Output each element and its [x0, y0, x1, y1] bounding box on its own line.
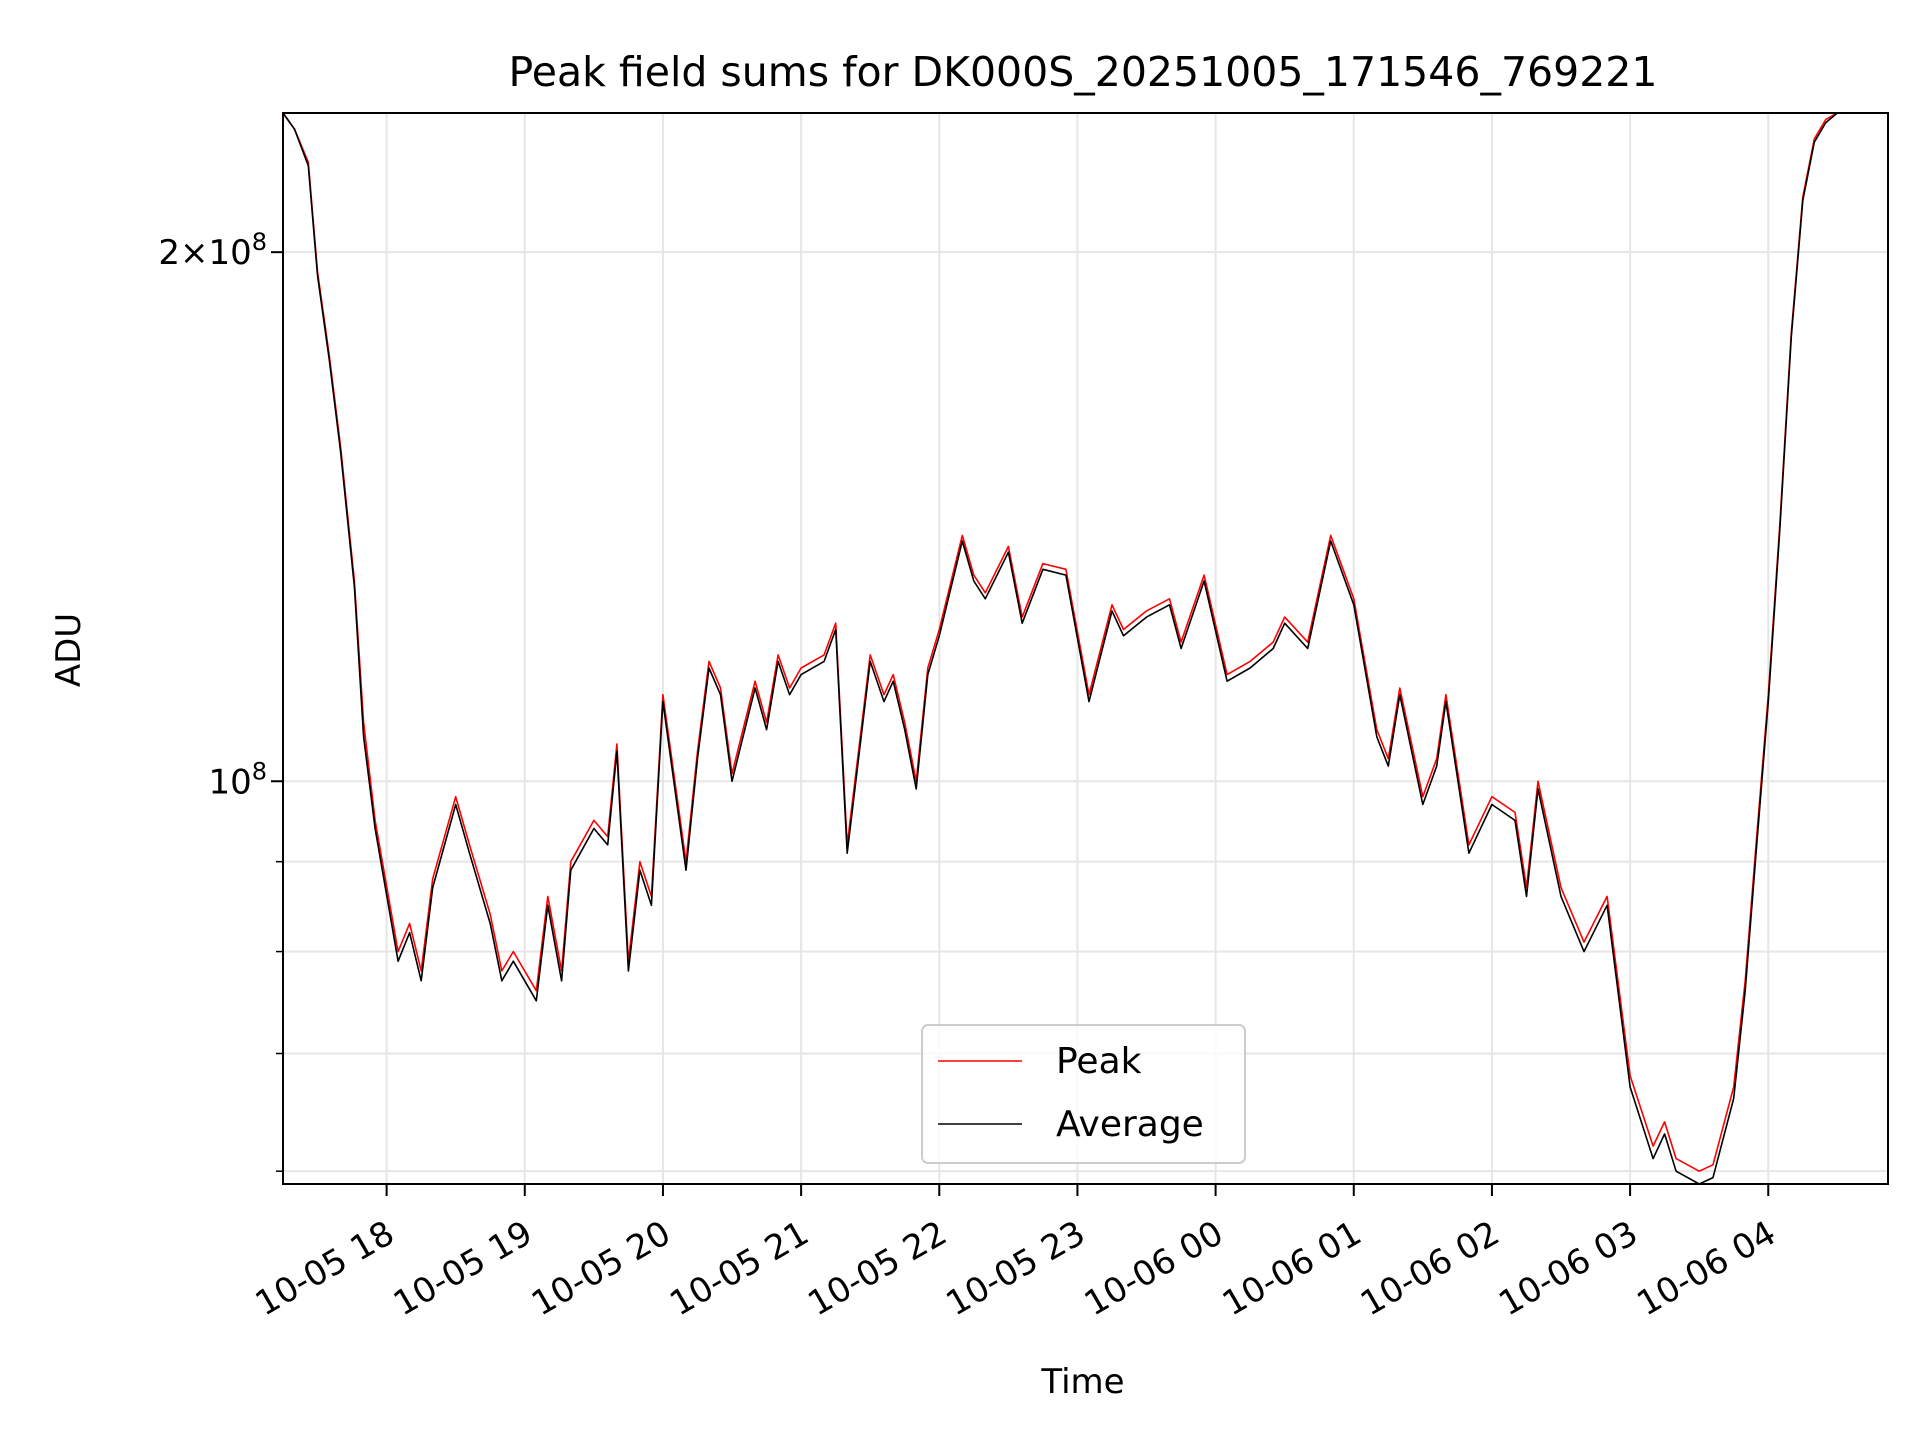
legend-average-label: Average [1056, 1104, 1204, 1145]
y-tick-label: 108 [208, 757, 267, 802]
series-line-average [282, 112, 1888, 1185]
y-axis-label: ADU [49, 613, 89, 687]
y-tick-label-base: 2×10 [158, 233, 251, 273]
y-tick-label: 2×108 [158, 228, 267, 273]
legend: Peak Average [921, 1024, 1246, 1164]
plot-frame [282, 112, 1889, 1185]
y-tick-label-exponent: 8 [252, 228, 267, 256]
x-axis-label: Time [1040, 1362, 1124, 1402]
y-tick-label-base: 10 [208, 762, 251, 802]
series-line-peak [282, 112, 1888, 1172]
chart-title: Peak field sums for DK000S_20251005_1715… [509, 48, 1658, 96]
legend-peak-label: Peak [1056, 1041, 1142, 1082]
y-tick-label-exponent: 8 [252, 757, 267, 785]
series-lines [282, 112, 1888, 1185]
legend-box [921, 1024, 1246, 1164]
grid [283, 113, 1888, 1184]
